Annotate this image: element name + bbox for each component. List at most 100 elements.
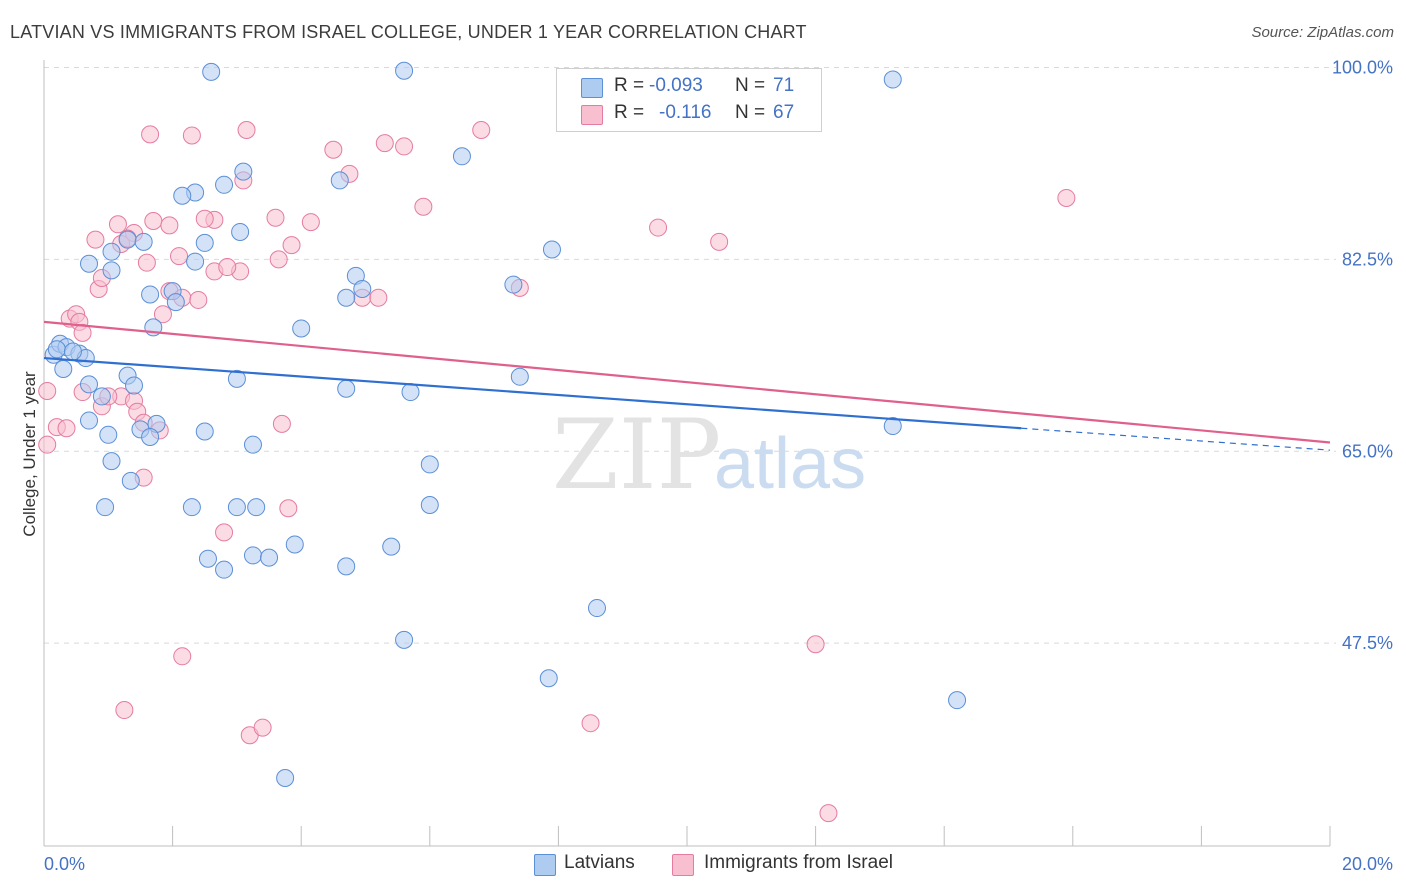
- latvian-point: [243, 435, 262, 454]
- source-label: Source: ZipAtlas.com: [1251, 24, 1394, 41]
- israel-point: [710, 232, 729, 251]
- latvian-point: [202, 62, 221, 81]
- latvian-points: [44, 61, 967, 788]
- israel-point: [237, 120, 256, 139]
- israel-point: [279, 499, 298, 518]
- israel-point: [269, 250, 288, 269]
- israel-point: [38, 381, 57, 400]
- latvian-point: [141, 428, 160, 447]
- israel-point: [137, 253, 156, 272]
- x-tick-label: 20.0%: [1342, 854, 1393, 874]
- israel-swatch: [581, 105, 603, 125]
- latvian-point: [54, 360, 73, 379]
- latvian-point: [121, 471, 140, 490]
- israel-point: [215, 523, 234, 542]
- latvian-point: [401, 383, 420, 402]
- y-tick-label: 82.5%: [1342, 249, 1393, 269]
- israel-point: [153, 305, 172, 324]
- latvian-point: [231, 222, 250, 241]
- israel-point: [73, 323, 92, 342]
- latvian-point: [883, 417, 902, 436]
- israel-point: [218, 258, 237, 277]
- r-label: R =: [614, 102, 645, 123]
- r-value: -0.093: [649, 75, 703, 96]
- latvian-point: [102, 242, 121, 261]
- israel-point: [1057, 188, 1076, 207]
- x-tick-label: 0.0%: [44, 854, 85, 874]
- latvian-point: [227, 498, 246, 517]
- n-label: N =: [735, 102, 766, 123]
- israel-point: [324, 140, 343, 159]
- latvians-legend-swatch: [534, 854, 556, 876]
- n-value: 71: [773, 75, 795, 96]
- israel-legend-label: Immigrants from Israel: [704, 852, 893, 873]
- latvian-point: [102, 452, 121, 471]
- latvian-point: [504, 275, 523, 294]
- israel-point: [57, 419, 76, 438]
- latvian-point: [587, 599, 606, 618]
- latvian-point: [420, 495, 439, 514]
- r-label: R =: [614, 75, 645, 96]
- israel-point: [189, 290, 208, 309]
- y-tick-labels: 100.0% 82.5% 65.0% 47.5%: [1332, 57, 1393, 653]
- latvian-point: [173, 186, 192, 205]
- latvian-point: [452, 147, 471, 166]
- latvian-point: [125, 376, 144, 395]
- chart-title: LATVIAN VS IMMIGRANTS FROM ISRAEL COLLEG…: [10, 22, 807, 42]
- n-value: 67: [773, 102, 795, 123]
- israel-point: [108, 215, 127, 234]
- latvian-point: [260, 548, 279, 567]
- latvian-point: [215, 560, 234, 579]
- israel-point: [581, 714, 600, 733]
- latvian-point: [539, 669, 558, 688]
- latvian-point: [215, 175, 234, 194]
- israel-point: [819, 804, 838, 823]
- latvian-point: [195, 422, 214, 441]
- latvian-point: [337, 557, 356, 576]
- israel-legend-swatch: [672, 854, 694, 876]
- latvians-trend-extension: [1021, 427, 1331, 451]
- r-value: -0.116: [659, 102, 712, 123]
- latvian-point: [243, 546, 262, 565]
- latvian-point: [80, 411, 99, 430]
- latvian-point: [182, 498, 201, 517]
- israel-point: [38, 435, 57, 454]
- series-legend: Latvians Immigrants from Israel: [0, 850, 1406, 880]
- latvian-point: [337, 288, 356, 307]
- israel-point: [170, 247, 189, 266]
- latvian-point: [395, 61, 414, 80]
- latvian-point: [234, 162, 253, 181]
- legend-row-israel: R = -0.116 N = 67: [557, 102, 821, 128]
- latvian-point: [948, 691, 967, 710]
- latvian-point: [141, 285, 160, 304]
- stats-legend: R = -0.093 N = 71 R = -0.116 N = 67: [556, 68, 822, 132]
- israel-point: [141, 125, 160, 144]
- latvian-point: [395, 630, 414, 649]
- latvian-point: [353, 279, 372, 298]
- latvians-swatch: [581, 78, 603, 98]
- y-tick-label: 100.0%: [1332, 57, 1393, 77]
- israel-point: [182, 126, 201, 145]
- latvian-point: [510, 367, 529, 386]
- y-tick-label: 65.0%: [1342, 441, 1393, 461]
- latvian-point: [63, 342, 82, 361]
- israel-point: [414, 197, 433, 216]
- israel-point: [395, 137, 414, 156]
- latvian-point: [276, 769, 295, 788]
- israel-point: [301, 213, 320, 232]
- y-tick-label: 47.5%: [1342, 633, 1393, 653]
- latvians-legend-label: Latvians: [564, 852, 635, 873]
- latvian-point: [99, 425, 118, 444]
- latvian-point: [134, 232, 153, 251]
- israel-point: [173, 647, 192, 666]
- grid-lines: [44, 66, 1336, 644]
- israel-point: [282, 236, 301, 255]
- latvian-point: [382, 537, 401, 556]
- latvian-point: [337, 379, 356, 398]
- israel-point: [160, 216, 179, 235]
- israel-point: [375, 134, 394, 153]
- latvian-point: [166, 293, 185, 312]
- latvian-point: [186, 252, 205, 271]
- israel-trend-line: [43, 320, 1331, 444]
